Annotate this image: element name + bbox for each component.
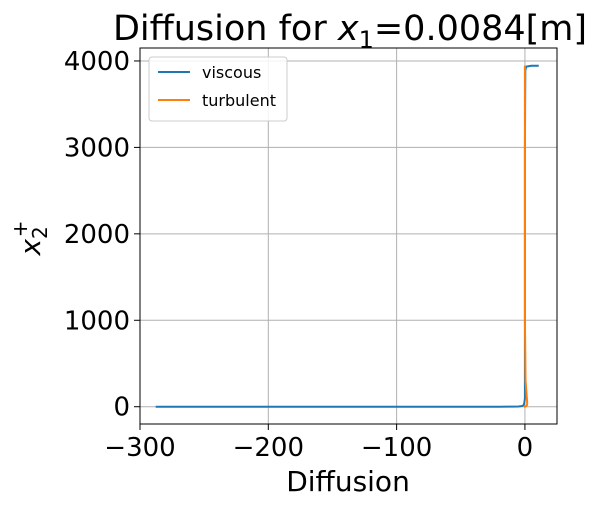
y-tick-label: 4000 [64, 47, 130, 77]
y-axis-label: x2+ [8, 220, 52, 256]
x-axis-label: Diffusion [286, 465, 410, 498]
y-axis-variable: x [14, 239, 47, 257]
y-tick-label: 3000 [64, 133, 130, 163]
x-tick-label: −100 [361, 433, 432, 463]
series-layer [155, 64, 539, 409]
y-tick-label: 0 [113, 393, 130, 423]
x-tick-label: −200 [233, 433, 304, 463]
legend-label-viscous: viscous [202, 63, 261, 82]
legend: viscous turbulent [148, 56, 288, 122]
title-prefix: Diffusion for [113, 9, 338, 49]
chart-title: Diffusion for x1=0.0084[m] [113, 9, 587, 54]
series-line-turbulent [523, 65, 529, 409]
y-axis-subscript: 2 [28, 226, 52, 239]
y-axis-superscript: + [8, 220, 32, 237]
title-suffix: =0.0084[m] [374, 9, 587, 49]
y-tick-label: 1000 [64, 306, 130, 336]
title-variable: x [337, 9, 359, 49]
y-tick-label: 2000 [64, 220, 130, 250]
axis-ticks: −300 −200 −100 0 0 1000 2000 3000 4000 [64, 47, 533, 463]
x-tick-label: −300 [104, 433, 175, 463]
plot-frame [139, 47, 558, 425]
x-tick-label: 0 [517, 433, 534, 463]
legend-label-turbulent: turbulent [202, 91, 276, 110]
title-subscript: 1 [359, 26, 374, 54]
